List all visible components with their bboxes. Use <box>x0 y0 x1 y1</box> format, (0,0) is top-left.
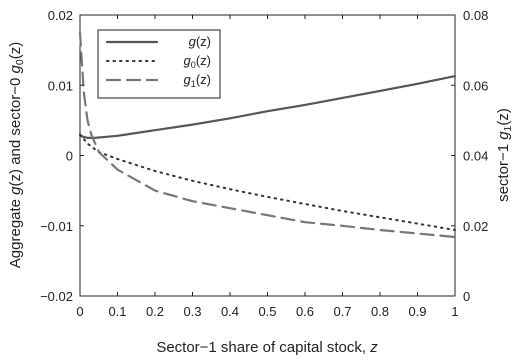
x-axis-ticks: 0 0.1 0.2 0.3 0.4 0.5 0.6 0.7 0.8 0.9 1 <box>76 15 459 319</box>
x-tick-label: 0.6 <box>296 304 314 319</box>
left-y-tick-label: −0.01 <box>40 219 73 234</box>
x-tick-label: 0.7 <box>333 304 351 319</box>
right-y-tick-label: 0.04 <box>463 149 488 164</box>
right-y-tick-label: 0.06 <box>463 78 488 93</box>
series-line-g1z <box>78 31 457 239</box>
right-y-tick-label: 0.08 <box>463 8 488 23</box>
legend-label: g0(z) <box>184 53 211 70</box>
right-y-axis-label: sector−1 g1(z) <box>495 108 514 202</box>
x-tick-label: 0 <box>76 304 83 319</box>
legend-label: g(z) <box>189 34 211 49</box>
x-tick-label: 0.5 <box>258 304 276 319</box>
x-tick-label: 1 <box>451 304 458 319</box>
x-tick-label: 0.9 <box>408 304 426 319</box>
series-layer <box>78 31 457 239</box>
series-line-gz <box>78 74 457 139</box>
legend: g(z) g0(z) g1(z) <box>105 34 211 89</box>
legend-label: g1(z) <box>184 72 211 89</box>
x-tick-label: 0.1 <box>108 304 126 319</box>
left-y-tick-label: 0.01 <box>48 78 73 93</box>
left-y-tick-label: −0.02 <box>40 289 73 304</box>
x-tick-label: 0.2 <box>146 304 164 319</box>
x-tick-label: 0.4 <box>221 304 239 319</box>
left-y-axis-label: Aggregate g(z) and sector−0 g0(z) <box>7 42 26 268</box>
left-y-axis-ticks: −0.02 −0.01 0 0.01 0.02 <box>40 8 84 304</box>
right-y-axis-ticks: 0 0.02 0.04 0.06 0.08 <box>451 8 488 304</box>
x-tick-label: 0.3 <box>183 304 201 319</box>
x-axis-label: Sector−1 share of capital stock, z <box>156 339 378 356</box>
right-y-tick-label: 0 <box>463 289 470 304</box>
right-y-tick-label: 0.02 <box>463 219 488 234</box>
left-y-tick-label: 0.02 <box>48 8 73 23</box>
left-y-tick-label: 0 <box>66 149 73 164</box>
x-tick-label: 0.8 <box>371 304 389 319</box>
